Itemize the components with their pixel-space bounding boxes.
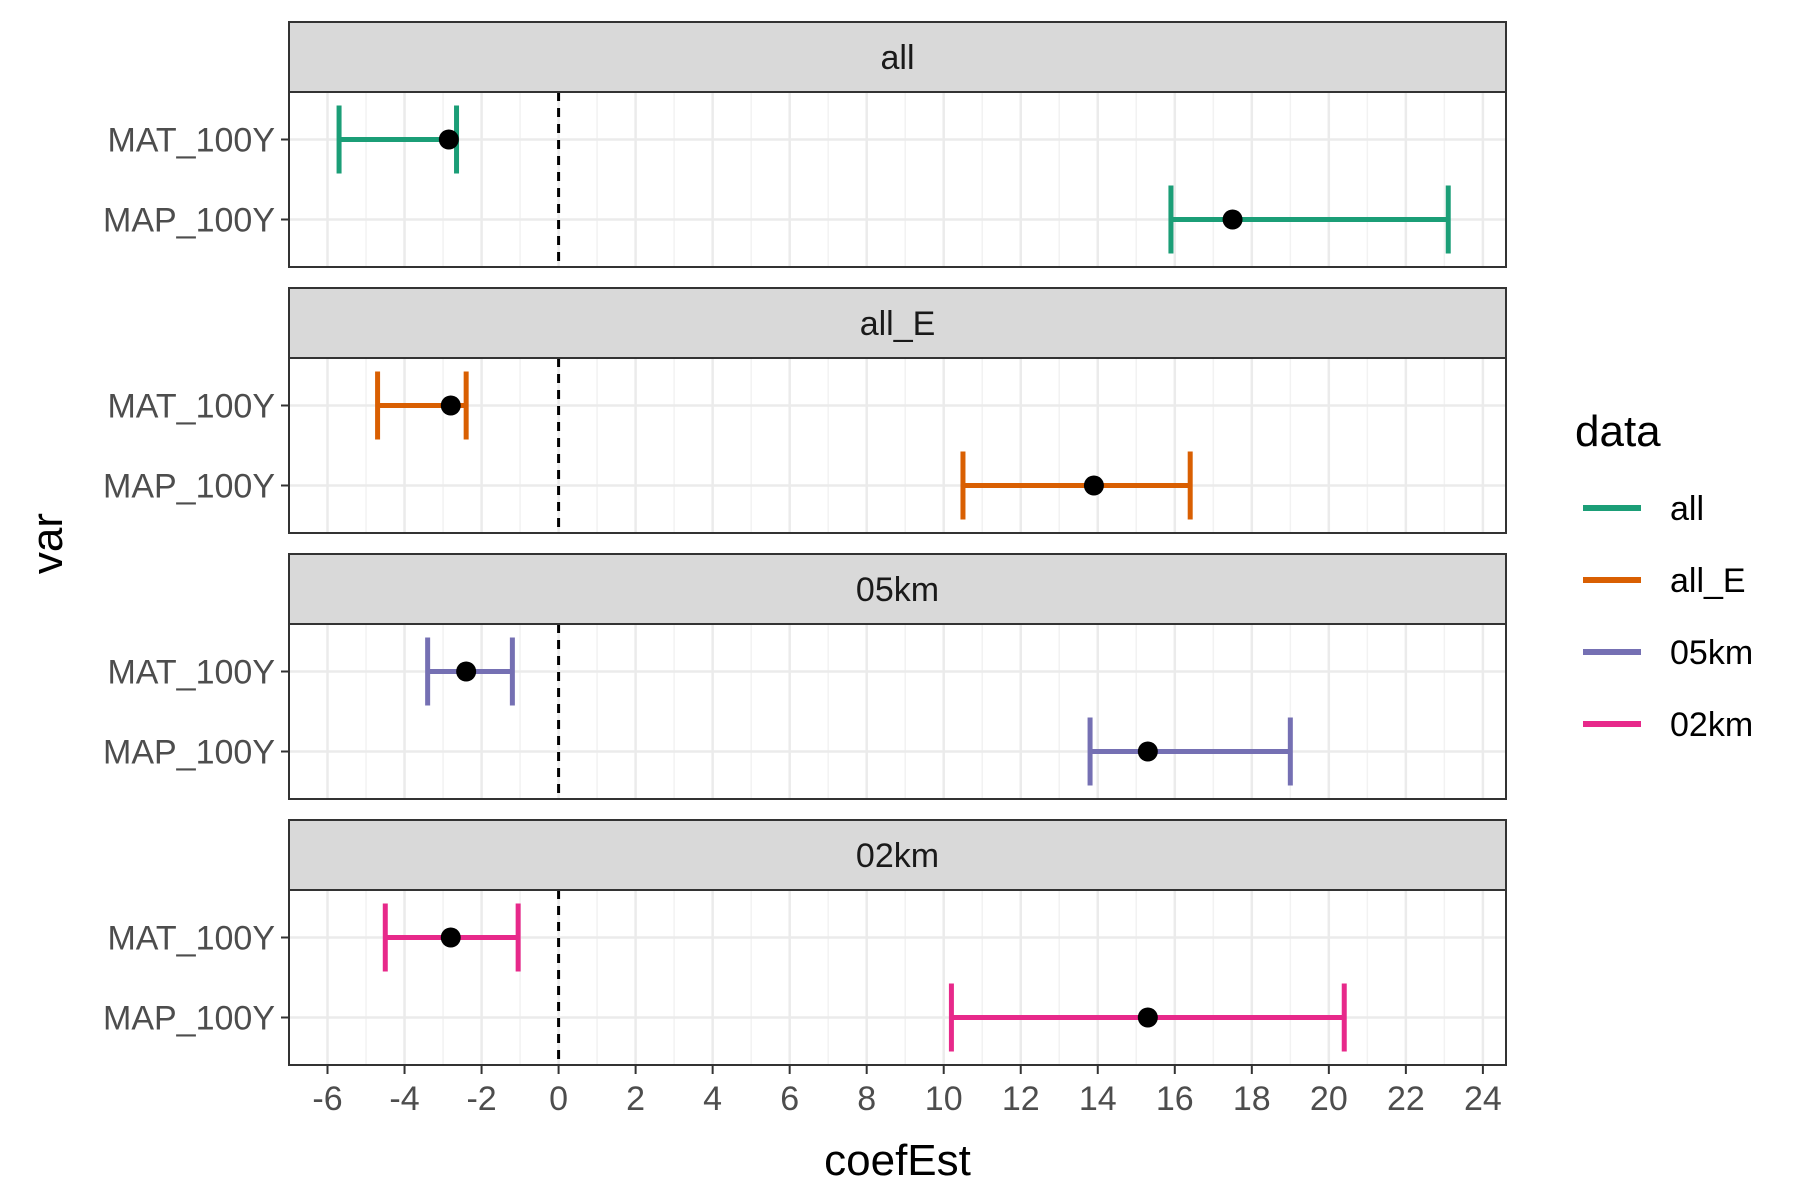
estimate-point — [1222, 209, 1243, 230]
panel-border — [288, 91, 1507, 268]
x-tick-label: 12 — [1002, 1080, 1040, 1118]
panel-background — [289, 358, 1506, 533]
x-tick-label: 16 — [1156, 1080, 1194, 1118]
errorbar-map-100y — [948, 983, 1347, 1052]
y-tick-label: MAP_100Y — [103, 202, 275, 240]
legend-item-all-e: all_E — [1583, 562, 1746, 600]
panel-border — [288, 623, 1507, 800]
panel-border — [288, 357, 1507, 534]
x-tick-label: 24 — [1464, 1080, 1502, 1118]
y-tick-label: MAT_100Y — [107, 654, 275, 692]
estimate-point — [1137, 741, 1158, 762]
x-tick-label: 6 — [780, 1080, 799, 1118]
x-tick-label: -4 — [389, 1080, 419, 1118]
y-tick-label: MAT_100Y — [107, 122, 275, 160]
estimate-point — [1083, 475, 1104, 496]
facet-panel-1: all_E MAT_100Y MAP_100Y — [103, 287, 1507, 534]
legend-label: all — [1670, 490, 1704, 528]
strip-label: all_E — [860, 305, 936, 343]
strip-box — [288, 553, 1507, 625]
estimate-point — [440, 395, 461, 416]
y-axis-title: var — [23, 513, 72, 574]
panel-background — [289, 624, 1506, 799]
errorbar-map-100y — [1087, 717, 1293, 786]
legend-title: data — [1575, 407, 1661, 456]
strip-label: 05km — [856, 571, 939, 609]
y-tick-label: MAP_100Y — [103, 468, 275, 506]
x-tick-label: 20 — [1310, 1080, 1348, 1118]
estimate-point — [456, 661, 477, 682]
legend-label: 02km — [1670, 706, 1753, 744]
x-tick-label: 8 — [857, 1080, 876, 1118]
x-tick-label: 14 — [1079, 1080, 1117, 1118]
legend: data all all_E 05km 02km — [1575, 407, 1753, 744]
x-tick-label: 4 — [703, 1080, 722, 1118]
legend-item-all: all — [1583, 490, 1704, 528]
x-tick-label: -2 — [466, 1080, 496, 1118]
errorbar-map-100y — [1168, 185, 1451, 254]
x-tick-label: 18 — [1233, 1080, 1271, 1118]
x-tick-label: -6 — [312, 1080, 342, 1118]
strip-box — [288, 21, 1507, 93]
panel-background — [289, 92, 1506, 267]
facet-panels: all MAT_100Y MAP_100Y all_E MAT_100Y MAP_100Y… — [103, 21, 1507, 1066]
legend-items: all all_E 05km 02km — [1583, 490, 1753, 744]
strip-box — [288, 287, 1507, 359]
errorbar-map-100y — [960, 451, 1193, 520]
x-tick-label: 10 — [925, 1080, 963, 1118]
estimate-point — [1137, 1007, 1158, 1028]
estimate-point — [440, 927, 461, 948]
strip-label: 02km — [856, 837, 939, 875]
errorbar-mat-100y — [425, 637, 515, 706]
strip-box — [288, 819, 1507, 891]
errorbar-mat-100y — [382, 903, 521, 972]
facet-panel-2: 05km MAT_100Y MAP_100Y — [103, 553, 1507, 800]
legend-label: all_E — [1670, 562, 1746, 600]
x-tick-label: 0 — [549, 1080, 568, 1118]
panel-background — [289, 890, 1506, 1065]
estimate-point — [438, 129, 459, 150]
errorbar-mat-100y — [336, 105, 460, 174]
x-axis-title: coefEst — [824, 1136, 971, 1185]
facet-panel-3: 02km MAT_100Y MAP_100Y — [103, 819, 1507, 1066]
y-tick-label: MAT_100Y — [107, 920, 275, 958]
facet-panel-0: all MAT_100Y MAP_100Y — [103, 21, 1507, 268]
x-axis: -6 -4 -2 0 2 4 6 8 10 12 14 16 18 20 22 24 — [312, 1065, 1502, 1118]
legend-item-05km: 05km — [1583, 634, 1753, 672]
legend-label: 05km — [1670, 634, 1753, 672]
x-tick-label: 2 — [626, 1080, 645, 1118]
y-tick-label: MAP_100Y — [103, 1000, 275, 1038]
legend-item-02km: 02km — [1583, 706, 1753, 744]
errorbar-mat-100y — [375, 371, 469, 440]
y-tick-label: MAP_100Y — [103, 734, 275, 772]
strip-label: all — [880, 39, 914, 77]
panel-border — [288, 889, 1507, 1066]
y-tick-label: MAT_100Y — [107, 388, 275, 426]
x-tick-label: 22 — [1387, 1080, 1425, 1118]
